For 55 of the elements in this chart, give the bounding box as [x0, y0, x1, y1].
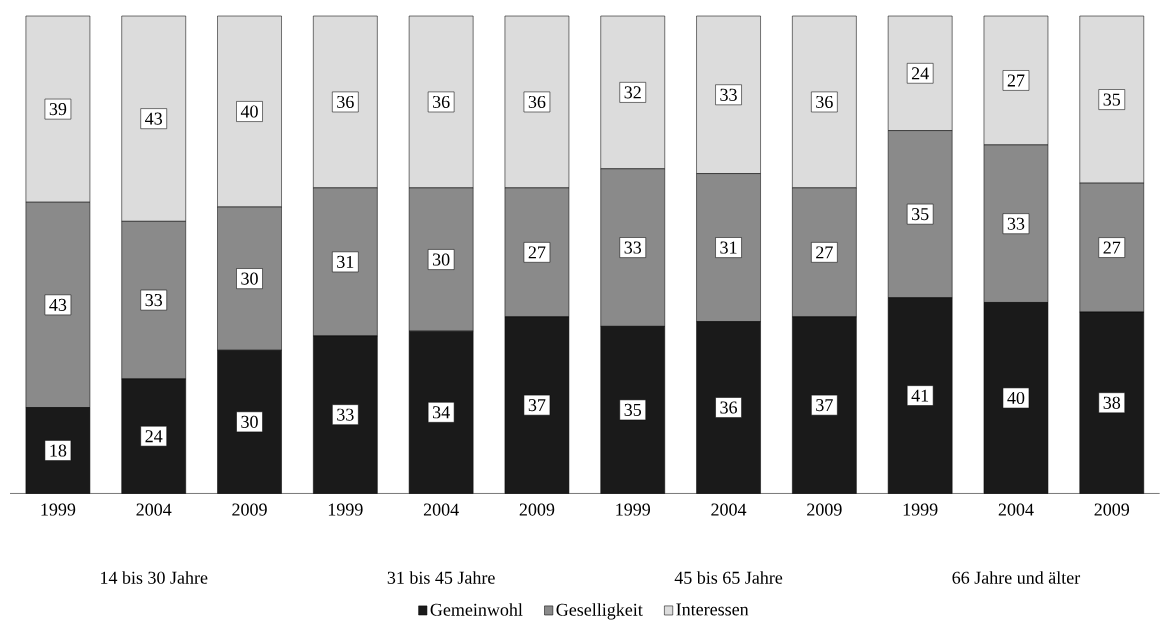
data-label: 30 — [432, 253, 450, 266]
legend-label: Geselligkeit — [556, 603, 643, 620]
data-label: 36 — [432, 95, 450, 108]
x-tick-label: 1999 — [41, 503, 76, 516]
data-label: 40 — [240, 105, 258, 118]
data-label: 43 — [145, 112, 163, 125]
data-label: 31 — [720, 241, 737, 254]
data-label: 32 — [624, 86, 641, 99]
data-label: 33 — [145, 293, 163, 307]
data-label: 35 — [624, 403, 642, 416]
data-label: 34 — [432, 406, 450, 419]
text: 45 bis 65 Jahre — [674, 571, 783, 584]
data-label: 36 — [816, 95, 833, 108]
data-label: 18 — [50, 444, 67, 457]
data-label: 30 — [241, 415, 258, 428]
text: 31 bis 45 Jahre — [387, 571, 495, 584]
x-tick-label: 2009 — [519, 503, 555, 516]
data-label: 33 — [1007, 217, 1025, 230]
x-tick-label: 2004 — [136, 503, 172, 516]
x-tick-label: 2004 — [423, 503, 459, 516]
x-tick-label: 2009 — [1094, 503, 1130, 516]
data-label: 43 — [49, 298, 67, 311]
data-label: 24 — [911, 67, 929, 80]
legend-label: Gemeinwohl — [430, 603, 523, 616]
data-label: 37 — [528, 399, 546, 412]
data-label: 27 — [1103, 241, 1121, 254]
data-label: 38 — [1103, 396, 1121, 409]
x-tick-label: 2009 — [232, 503, 267, 516]
x-tick-label: 1999 — [903, 503, 938, 516]
data-label: 41 — [911, 389, 929, 402]
data-label: 35 — [912, 208, 929, 221]
data-label: 40 — [1007, 391, 1025, 404]
x-tick-label: 2004 — [711, 503, 747, 516]
data-label: 30 — [241, 272, 258, 285]
x-tick-label: 2004 — [998, 503, 1034, 516]
text: 14 bis 30 Jahre — [101, 571, 208, 584]
data-label: 39 — [49, 102, 67, 116]
data-label: 24 — [145, 430, 163, 443]
x-tick-label: 1999 — [616, 503, 651, 516]
x-tick-label: 1999 — [328, 503, 363, 516]
data-label: 31 — [337, 255, 354, 268]
data-label: 27 — [528, 246, 546, 259]
data-label: 33 — [337, 408, 354, 421]
data-label: 36 — [528, 95, 546, 108]
data-label: 36 — [337, 95, 354, 108]
data-label: 33 — [624, 241, 642, 254]
legend-label: Interessen — [676, 603, 749, 616]
data-label: 27 — [1007, 74, 1025, 87]
data-label: 33 — [720, 88, 737, 101]
data-label: 27 — [816, 246, 833, 259]
text: 66 Jahre und älter — [952, 571, 1081, 584]
data-label: 35 — [1103, 93, 1121, 106]
data-label: 36 — [720, 401, 738, 414]
x-tick-label: 2009 — [807, 503, 842, 516]
data-label: 37 — [816, 399, 833, 412]
